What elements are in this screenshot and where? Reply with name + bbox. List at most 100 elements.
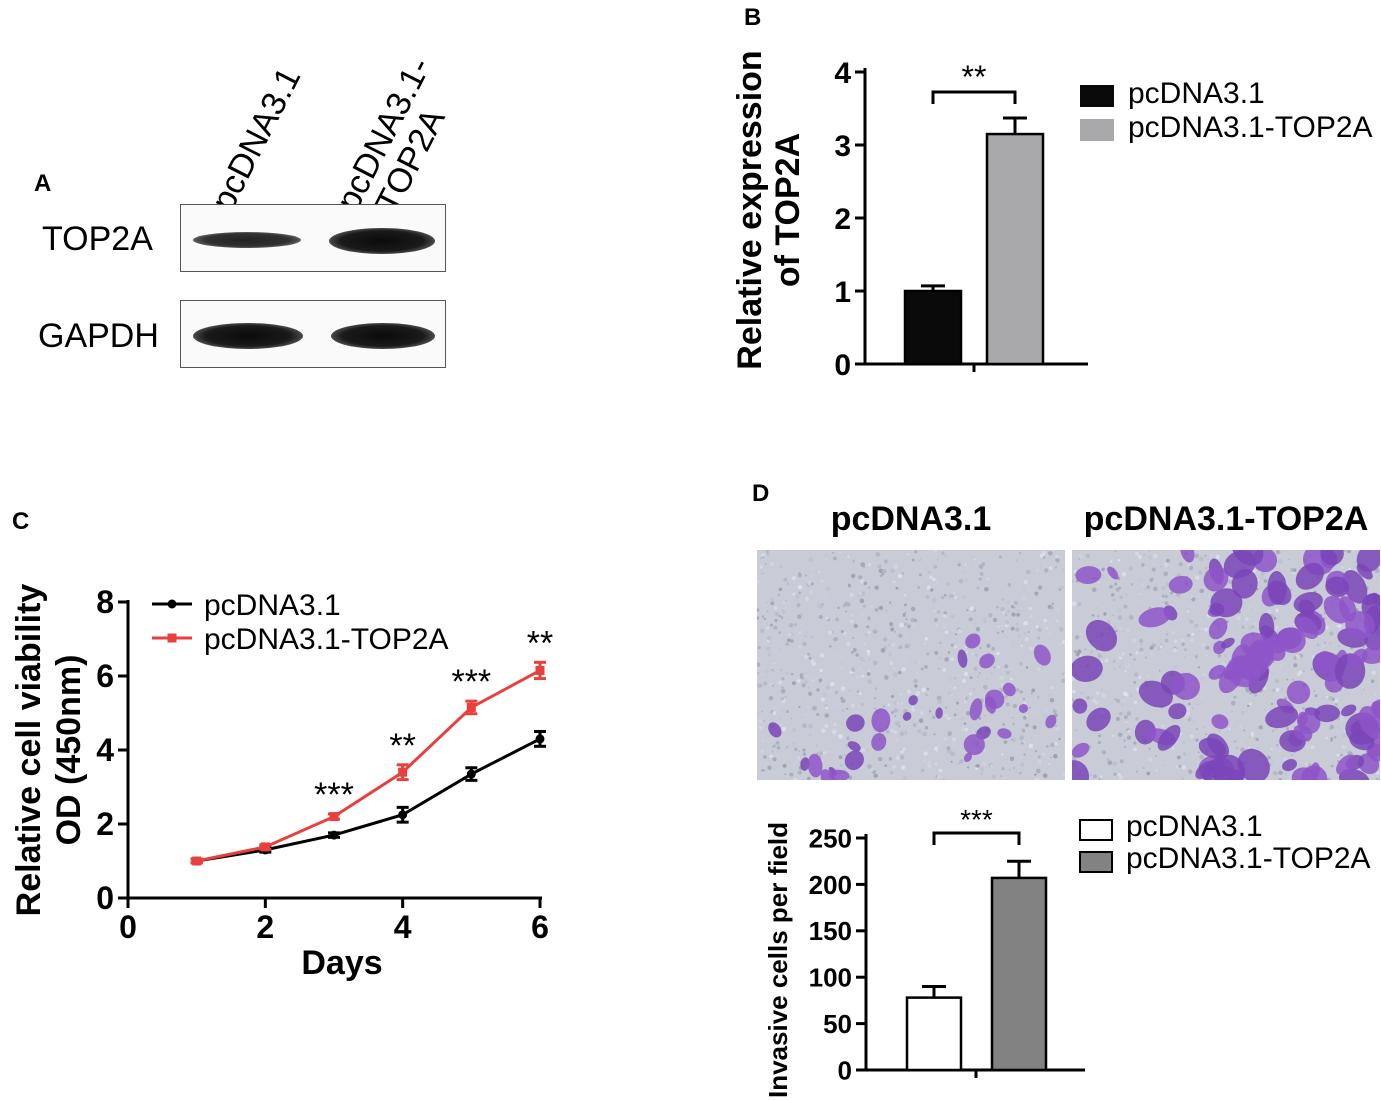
micrograph-grain bbox=[859, 656, 864, 662]
chart-c-legend-label-1: pcDNA3.1-TOP2A bbox=[204, 623, 449, 656]
micrograph-grain bbox=[1304, 745, 1310, 750]
micrograph-grain bbox=[782, 763, 787, 768]
micrograph-grain bbox=[926, 585, 932, 590]
micrograph-grain bbox=[878, 568, 884, 574]
micrograph-grain bbox=[1061, 568, 1065, 573]
invading-cell bbox=[1342, 569, 1368, 604]
invading-cell bbox=[957, 649, 968, 668]
micrograph-grain bbox=[993, 660, 998, 665]
micrograph-grain bbox=[926, 652, 930, 656]
micrograph-grain bbox=[865, 633, 868, 635]
micrograph-grain bbox=[954, 645, 958, 649]
chart-c-y-tick-label: 2 bbox=[96, 806, 114, 842]
micrograph-grain bbox=[1103, 612, 1107, 616]
micrograph-grain bbox=[1249, 692, 1252, 695]
micrograph-grain bbox=[1343, 550, 1347, 552]
micrograph-grain bbox=[1095, 700, 1099, 705]
micrograph-grain bbox=[832, 702, 838, 707]
micrograph-grain bbox=[933, 617, 938, 622]
micrograph-grain bbox=[1047, 551, 1053, 556]
invading-cell bbox=[1211, 714, 1229, 730]
micrograph-grain bbox=[1240, 747, 1245, 752]
micrograph-grain bbox=[923, 751, 928, 756]
micrograph-grain bbox=[765, 669, 770, 674]
micrograph-grain bbox=[875, 670, 878, 674]
micrograph-grain bbox=[1060, 691, 1063, 694]
micrograph-grain bbox=[765, 646, 771, 651]
micrograph-grain bbox=[961, 625, 964, 628]
micrograph-grain bbox=[843, 593, 848, 598]
micrograph-grain bbox=[937, 667, 940, 670]
micrograph-grain bbox=[1158, 669, 1161, 672]
micrograph-grain bbox=[1149, 651, 1155, 657]
chart-c-x-tick-label: 4 bbox=[394, 909, 412, 945]
micrograph-grain bbox=[1328, 641, 1332, 645]
micrograph-grain bbox=[1337, 624, 1342, 628]
micrograph-grain bbox=[1042, 773, 1048, 779]
micrograph-grain bbox=[1231, 710, 1234, 712]
micrograph-grain bbox=[1005, 620, 1009, 625]
micrograph-grain bbox=[829, 690, 832, 693]
invading-cell bbox=[908, 695, 918, 706]
micrograph-grain bbox=[852, 559, 855, 563]
micrograph-grain bbox=[894, 731, 897, 734]
micrograph-grain bbox=[1010, 605, 1015, 609]
micrograph-grain bbox=[1327, 764, 1331, 768]
micrograph-grain bbox=[917, 729, 922, 734]
micrograph-grain bbox=[942, 613, 947, 619]
micrograph-grain bbox=[1146, 674, 1150, 678]
micrograph-grain bbox=[1028, 646, 1034, 651]
micrograph-grain bbox=[1205, 733, 1208, 736]
micrograph-grain bbox=[850, 703, 856, 708]
micrograph-grain bbox=[1013, 606, 1016, 609]
micrograph-grain bbox=[763, 768, 767, 772]
micrograph-grain bbox=[906, 553, 909, 556]
micrograph-grain bbox=[1098, 734, 1102, 738]
invading-cell bbox=[1350, 648, 1368, 667]
micrograph-grain bbox=[1341, 699, 1344, 702]
micrograph-grain bbox=[1030, 736, 1033, 739]
micrograph-grain bbox=[1080, 691, 1083, 695]
micrograph-grain bbox=[1174, 553, 1179, 558]
micrograph-grain bbox=[938, 768, 943, 773]
micrograph-grain bbox=[998, 688, 1002, 692]
micrograph-grain bbox=[1011, 737, 1017, 743]
micrograph-grain bbox=[783, 577, 788, 582]
micrograph-grain bbox=[784, 599, 787, 602]
micrograph-grain bbox=[1060, 585, 1064, 590]
micrograph-grain bbox=[1325, 755, 1329, 759]
micrograph-grain bbox=[1168, 643, 1173, 649]
micrograph-grain bbox=[1116, 608, 1122, 613]
micrograph-grain bbox=[1330, 764, 1334, 768]
micrograph-grain bbox=[796, 755, 801, 760]
micrograph-grain bbox=[760, 572, 764, 576]
micrograph-grain bbox=[913, 660, 917, 664]
micrograph-grain bbox=[1201, 627, 1204, 631]
micrograph-grain bbox=[785, 642, 789, 646]
micrograph-grain bbox=[778, 587, 783, 592]
micrograph-grain bbox=[765, 725, 768, 728]
micrograph-grain bbox=[769, 623, 773, 627]
micrograph-grain bbox=[829, 678, 834, 683]
micrograph-grain bbox=[1157, 646, 1161, 651]
micrograph-grain bbox=[1007, 713, 1011, 717]
micrograph-grain bbox=[856, 690, 859, 693]
micrograph-grain bbox=[793, 777, 798, 780]
micrograph-grain bbox=[984, 714, 986, 717]
micrograph-grain bbox=[808, 590, 814, 595]
micrograph-grain bbox=[846, 736, 850, 741]
micrograph-grain bbox=[1334, 703, 1338, 706]
micrograph-grain bbox=[816, 752, 819, 755]
micrograph-grain bbox=[1039, 564, 1042, 567]
micrograph-grain bbox=[911, 705, 914, 709]
micrograph-grain bbox=[1028, 631, 1031, 633]
micrograph-grain bbox=[817, 570, 821, 574]
micrograph-grain bbox=[1135, 770, 1138, 773]
micrograph-grain bbox=[1327, 622, 1330, 625]
micrograph-grain bbox=[1089, 696, 1094, 701]
micrograph-grain bbox=[830, 681, 835, 687]
micrograph-grain bbox=[1173, 556, 1178, 561]
micrograph-grain bbox=[1009, 756, 1015, 761]
micrograph-grain bbox=[859, 579, 865, 584]
micrograph-grain bbox=[763, 681, 768, 686]
